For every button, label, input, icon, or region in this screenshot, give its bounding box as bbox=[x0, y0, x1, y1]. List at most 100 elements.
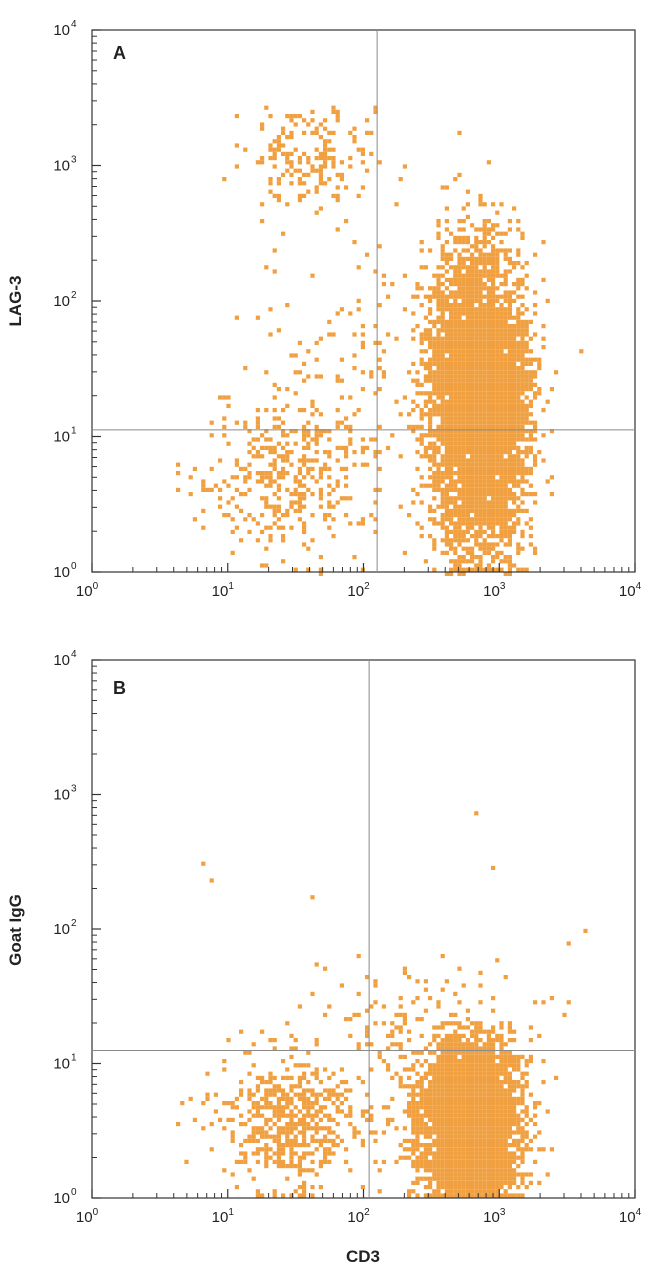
event-dot bbox=[440, 454, 445, 459]
event-dot bbox=[255, 1126, 260, 1131]
event-dot bbox=[457, 332, 462, 337]
event-dot bbox=[512, 1029, 517, 1034]
event-dot bbox=[432, 1176, 437, 1181]
event-dot bbox=[411, 1105, 416, 1110]
event-dot bbox=[436, 1155, 441, 1160]
event-dot bbox=[268, 1105, 273, 1110]
event-dot bbox=[495, 567, 500, 572]
event-dot bbox=[516, 1101, 521, 1106]
event-dot bbox=[457, 1000, 462, 1005]
event-dot bbox=[398, 412, 403, 417]
event-dot bbox=[264, 445, 269, 450]
event-dot bbox=[465, 462, 470, 467]
event-dot bbox=[449, 529, 454, 534]
event-dot bbox=[453, 1113, 458, 1118]
event-dot bbox=[457, 420, 462, 425]
event-dot bbox=[360, 370, 365, 375]
event-dot bbox=[507, 441, 512, 446]
event-dot bbox=[507, 420, 512, 425]
event-dot bbox=[255, 1113, 260, 1118]
event-dot bbox=[428, 420, 433, 425]
event-dot bbox=[457, 130, 462, 135]
event-dot bbox=[465, 416, 470, 421]
event-dot bbox=[264, 496, 269, 501]
event-dot bbox=[465, 1088, 470, 1093]
event-dot bbox=[482, 1054, 487, 1059]
event-dot bbox=[470, 1084, 475, 1089]
event-dot bbox=[415, 1084, 420, 1089]
event-dot bbox=[444, 1109, 449, 1114]
event-dot bbox=[453, 429, 458, 434]
event-dot bbox=[465, 1071, 470, 1076]
event-dot bbox=[306, 160, 311, 165]
event-dot bbox=[499, 408, 504, 413]
event-dot bbox=[428, 294, 433, 299]
event-dot bbox=[440, 475, 445, 480]
event-dot bbox=[520, 408, 525, 413]
event-dot bbox=[264, 1105, 269, 1110]
event-dot bbox=[285, 1067, 290, 1072]
event-dot bbox=[289, 1130, 294, 1135]
event-dot bbox=[457, 1059, 462, 1064]
event-dot bbox=[449, 336, 454, 341]
event-dot bbox=[272, 395, 277, 400]
event-dot bbox=[470, 471, 475, 476]
event-dot bbox=[453, 382, 458, 387]
event-dot bbox=[264, 1122, 269, 1127]
event-dot bbox=[432, 294, 437, 299]
event-dot bbox=[474, 1122, 479, 1127]
event-dot bbox=[474, 1176, 479, 1181]
event-dot bbox=[516, 286, 521, 291]
event-dot bbox=[470, 223, 475, 228]
event-dot bbox=[478, 492, 483, 497]
event-dot bbox=[398, 1080, 403, 1085]
y-tick-exponent: 3 bbox=[71, 784, 77, 795]
event-dot bbox=[365, 1033, 370, 1038]
event-dot bbox=[495, 349, 500, 354]
event-dot bbox=[549, 475, 554, 480]
event-dot bbox=[533, 395, 538, 400]
event-dot bbox=[478, 542, 483, 547]
event-dot bbox=[440, 345, 445, 350]
event-dot bbox=[411, 1113, 416, 1118]
event-dot bbox=[516, 517, 521, 522]
event-dot bbox=[251, 1101, 256, 1106]
event-dot bbox=[516, 1122, 521, 1127]
event-dot bbox=[436, 328, 441, 333]
event-dot bbox=[461, 1130, 466, 1135]
event-dot bbox=[516, 277, 521, 282]
event-dot bbox=[415, 282, 420, 287]
event-dot bbox=[470, 479, 475, 484]
event-dot bbox=[457, 1189, 462, 1194]
event-dot bbox=[457, 408, 462, 413]
event-dot bbox=[486, 567, 491, 572]
event-dot bbox=[360, 1138, 365, 1143]
panel-a-letter: A bbox=[113, 43, 126, 63]
event-dot bbox=[449, 282, 454, 287]
event-dot bbox=[440, 1143, 445, 1148]
event-dot bbox=[449, 395, 454, 400]
event-dot bbox=[470, 433, 475, 438]
event-dot bbox=[491, 1084, 496, 1089]
event-dot bbox=[276, 387, 281, 392]
event-dot bbox=[440, 1151, 445, 1156]
event-dot bbox=[499, 1117, 504, 1122]
event-dot bbox=[486, 563, 491, 568]
event-dot bbox=[264, 475, 269, 480]
event-dot bbox=[503, 277, 508, 282]
event-dot bbox=[491, 1101, 496, 1106]
event-dot bbox=[474, 1071, 479, 1076]
event-dot bbox=[436, 1159, 441, 1164]
event-dot bbox=[444, 307, 449, 312]
event-dot bbox=[444, 1185, 449, 1190]
event-dot bbox=[407, 1075, 412, 1080]
event-dot bbox=[482, 1138, 487, 1143]
event-dot bbox=[436, 1122, 441, 1127]
event-dot bbox=[230, 1172, 235, 1177]
event-dot bbox=[482, 429, 487, 434]
event-dot bbox=[285, 156, 290, 161]
event-dot bbox=[503, 408, 508, 413]
event-dot bbox=[251, 1134, 256, 1139]
event-dot bbox=[537, 1033, 542, 1038]
event-dot bbox=[436, 437, 441, 442]
